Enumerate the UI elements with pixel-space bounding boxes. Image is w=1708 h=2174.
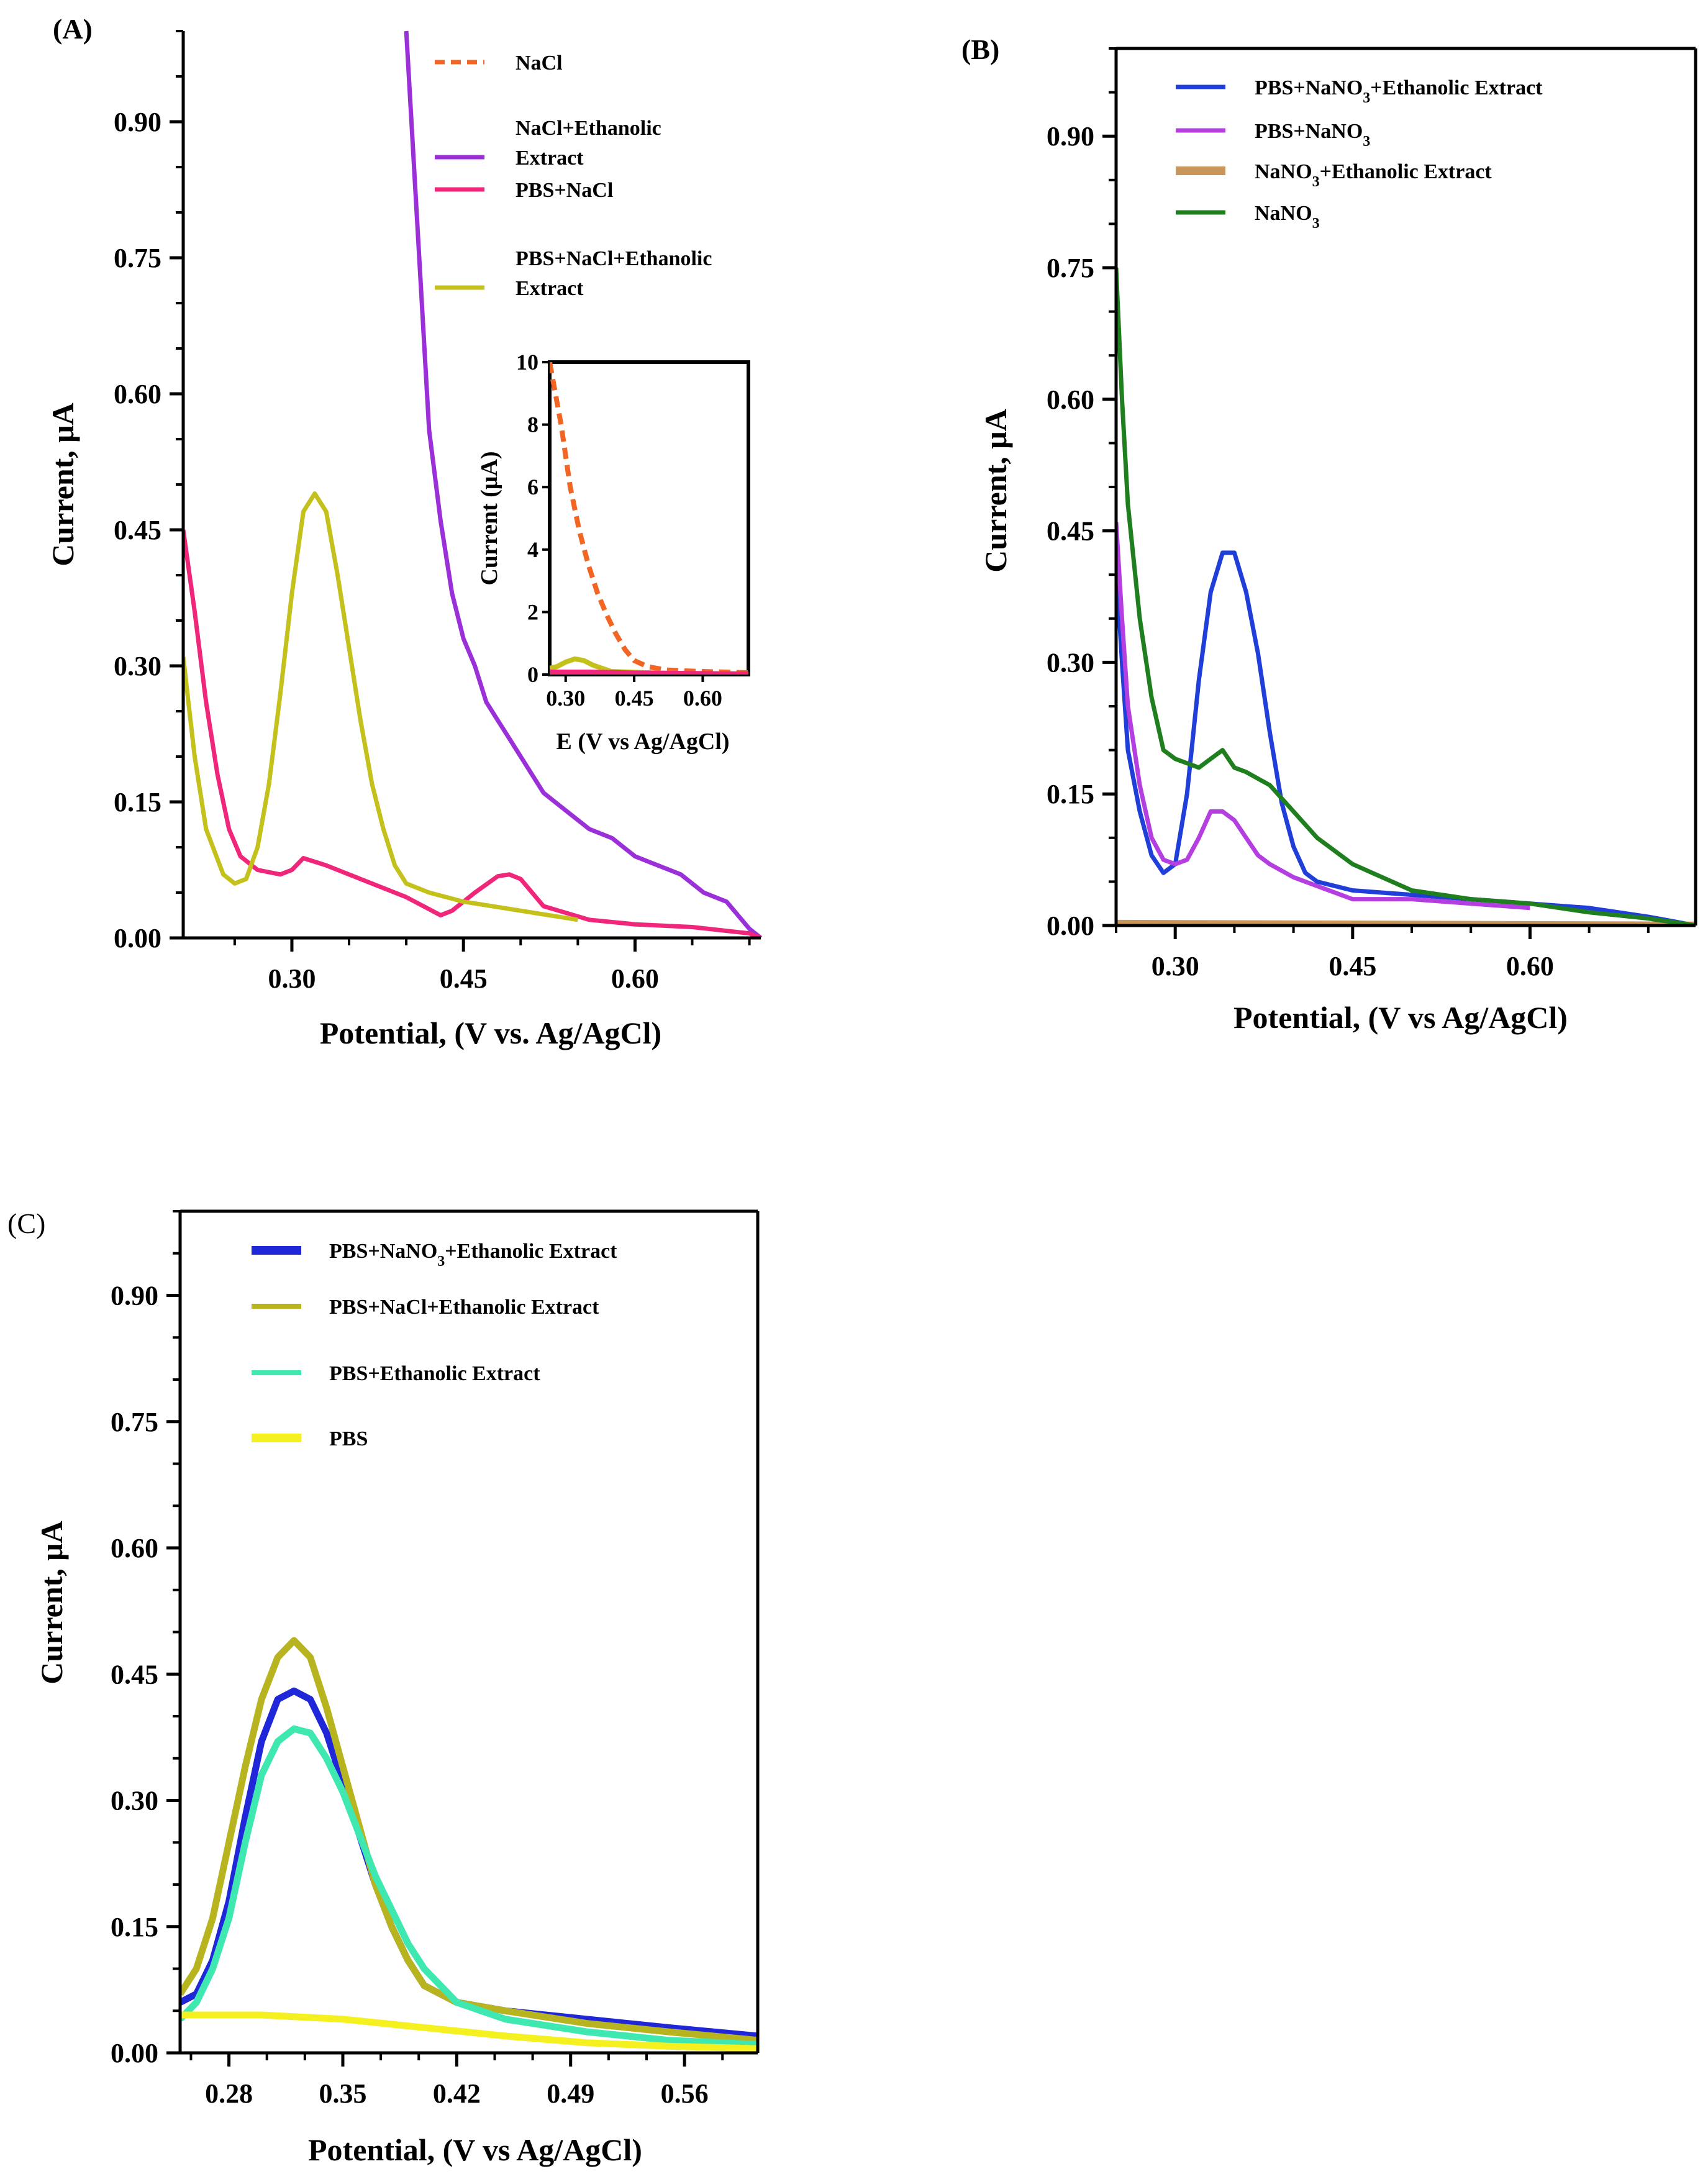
x-tick-label: 0.28 <box>205 2078 253 2109</box>
y-tick-label: 0.75 <box>1047 253 1094 283</box>
legend-label: PBS+NaCl <box>516 179 613 202</box>
inset-y-tick-label: 0 <box>527 662 538 687</box>
inset-y-axis-label: Current (μA) <box>476 451 502 585</box>
y-tick-label: 0.90 <box>111 1281 158 1311</box>
legend-label: PBS+Ethanolic Extract <box>329 1362 540 1385</box>
legend-label: NaNO3+Ethanolic Extract <box>1255 160 1492 190</box>
panel-b-x-axis-label: Potential, (V vs Ag/AgCl) <box>1233 1000 1568 1035</box>
panel-a: (A) 0.00 0.15 0.30 0.45 0.60 0.75 0.90 0.30 0.45… <box>45 13 763 1050</box>
panel-c-legend: PBS+NaNO3+Ethanolic Extract PBS+NaCl+Etha… <box>252 1240 617 1450</box>
series-line-pbs-nano3 <box>1116 522 1530 911</box>
y-tick-label: 0.45 <box>114 515 161 545</box>
panel-b-label: (B) <box>961 34 999 65</box>
inset-y-tick-label: 10 <box>516 350 538 375</box>
y-tick-label: 0.60 <box>114 379 161 409</box>
panel-b-y-axis-label: Current, μA <box>978 409 1013 573</box>
inset-x-tick-label: 0.45 <box>615 686 654 711</box>
x-tick-label: 0.30 <box>268 963 316 994</box>
y-tick-label: 0.45 <box>111 1659 158 1690</box>
y-tick-label: 0.60 <box>111 1533 158 1563</box>
y-tick-label: 0.00 <box>111 2038 158 2068</box>
legend-label: Extract <box>516 277 584 300</box>
y-tick-label: 0.15 <box>114 787 161 817</box>
y-tick-label: 0.30 <box>111 1786 158 1816</box>
inset-series-pbs-nacl <box>550 670 748 675</box>
series-line-pbs-nacl <box>183 529 762 938</box>
x-tick-label: 0.45 <box>1329 951 1376 981</box>
y-tick-label: 0.90 <box>114 107 161 137</box>
panel-c-y-axis-label: Current, μA <box>34 1521 69 1685</box>
y-tick-label: 0.60 <box>1047 384 1094 415</box>
y-tick-label: 0.45 <box>1047 516 1094 547</box>
legend-label: PBS+NaCl+Ethanolic <box>516 247 712 270</box>
panel-c-label: (C) <box>7 1208 45 1239</box>
legend-label: PBS+NaCl+Ethanolic Extract <box>329 1296 599 1319</box>
inset-y-tick-label: 2 <box>527 599 538 624</box>
inset-x-tick-label: 0.30 <box>546 686 585 711</box>
x-tick-label: 0.49 <box>547 2078 594 2109</box>
y-tick-label: 0.00 <box>1047 911 1094 941</box>
x-tick-label: 0.56 <box>661 2078 709 2109</box>
y-tick-label: 0.75 <box>111 1407 158 1437</box>
panel-a-x-axis-label: Potential, (V vs. Ag/AgCl) <box>320 1016 661 1050</box>
y-tick-label: 0.30 <box>1047 647 1094 678</box>
x-tick-label: 0.30 <box>1152 951 1199 981</box>
series-line-pbs-nano3-ethanolic-extract <box>180 1687 758 2040</box>
inset-frame <box>548 360 750 676</box>
inset-x-tick-label: 0.60 <box>683 686 722 711</box>
series-line-pbs-nacl-ethanolic-extract <box>183 491 578 922</box>
series-line-pbs-nano3-ethanolic-extract <box>1116 550 1696 926</box>
series-line-pbs <box>180 2011 758 2052</box>
inset-y-tick-label: 4 <box>527 537 538 562</box>
series-line-nano3 <box>1116 267 1696 926</box>
panel-b: (B) 0.00 0.15 0.30 0.45 0.60 0.75 0.90 0.30 0.45… <box>961 34 1697 1035</box>
legend-label: NaNO3 <box>1255 202 1320 232</box>
panel-c-x-axis-label: Potential, (V vs Ag/AgCl) <box>308 2132 642 2167</box>
x-tick-label: 0.35 <box>319 2078 366 2109</box>
legend-label: PBS+NaNO3+Ethanolic Extract <box>329 1240 617 1270</box>
legend-label: NaCl+Ethanolic <box>516 117 661 140</box>
panel-b-legend: PBS+NaNO3+Ethanolic Extract PBS+NaNO3 NaNO… <box>1176 76 1543 232</box>
series-line-pbs-nacl-ethanolic-extract <box>180 1637 758 2044</box>
y-tick-label: 0.90 <box>1047 121 1094 152</box>
inset-y-tick-label: 8 <box>527 412 538 437</box>
x-tick-label: 0.42 <box>433 2078 481 2109</box>
legend-label: NaCl <box>516 52 563 75</box>
legend-label: PBS+NaNO3 <box>1255 120 1370 150</box>
x-tick-label: 0.45 <box>440 963 488 994</box>
x-tick-label: 0.60 <box>611 963 659 994</box>
series-line-pbs-ethanolic-extract <box>180 1725 758 2048</box>
x-tick-label: 0.60 <box>1506 951 1554 981</box>
y-tick-label: 0.15 <box>1047 779 1094 809</box>
legend-label: Extract <box>516 147 584 170</box>
series-line-nacl-ethanolic-extract <box>404 30 763 938</box>
y-tick-label: 0.30 <box>114 651 161 681</box>
panel-a-inset: 0 2 4 6 8 10 0.30 0.45 0.60 E (V vs Ag/AgCl) Curre… <box>476 350 750 755</box>
panel-c: (C) 0.00 0.15 0.30 0.45 0.60 0.75 0.90 0.28 0.35… <box>7 1208 760 2167</box>
panel-a-y-axis-label: Current, μA <box>45 403 80 566</box>
inset-y-tick-label: 6 <box>527 475 538 499</box>
series-line-nano3-ethanolic-extract <box>1116 919 1696 926</box>
panel-a-label: (A) <box>53 13 93 45</box>
y-tick-label: 0.15 <box>111 1912 158 1942</box>
legend-label: PBS <box>329 1427 368 1450</box>
legend-label: PBS+NaNO3+Ethanolic Extract <box>1255 76 1543 106</box>
panel-a-legend: NaCl NaCl+Ethanolic Extract PBS+NaCl PBS+NaC… <box>435 52 712 300</box>
y-tick-label: 0.00 <box>114 923 161 953</box>
y-tick-label: 0.75 <box>114 243 161 273</box>
inset-x-axis-label: E (V vs Ag/AgCl) <box>556 729 729 755</box>
